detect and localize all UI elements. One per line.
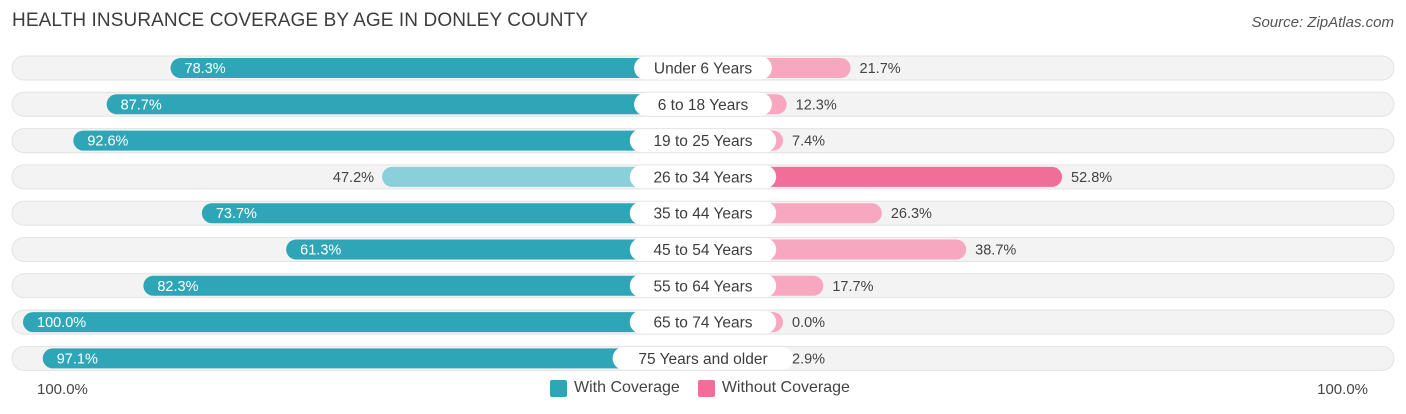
value-label-with-coverage: 82.3%	[157, 279, 198, 295]
value-label-without-coverage: 7.4%	[792, 134, 825, 150]
legend: With Coverage Without Coverage	[550, 379, 850, 397]
category-pill	[629, 201, 777, 225]
value-label-with-coverage: 100.0%	[37, 315, 86, 331]
bar-with-coverage[interactable]	[143, 275, 704, 296]
bar-with-coverage[interactable]	[170, 58, 703, 78]
category-pill	[629, 274, 777, 298]
legend-item-with-coverage[interactable]: With Coverage	[550, 379, 680, 397]
legend-label-with-coverage: With Coverage	[574, 379, 680, 396]
legend-label-without-coverage: Without Coverage	[721, 379, 850, 396]
category-label: 35 to 44 Years	[653, 206, 752, 223]
value-label-without-coverage: 21.7%	[860, 61, 901, 77]
bar-with-coverage[interactable]	[42, 348, 704, 369]
axis-left-label: 100.0%	[37, 381, 88, 398]
value-label-with-coverage: 92.6%	[87, 134, 128, 150]
value-label-without-coverage: 38.7%	[975, 243, 1016, 259]
legend-swatch-with-coverage	[550, 379, 567, 397]
category-label: 19 to 25 Years	[653, 133, 752, 150]
bar-with-coverage[interactable]	[201, 203, 703, 224]
category-pill	[612, 346, 794, 370]
value-label-without-coverage: 52.8%	[1071, 170, 1112, 186]
category-label: 26 to 34 Years	[653, 169, 752, 186]
category-pill	[629, 310, 777, 334]
category-label: 45 to 54 Years	[653, 242, 752, 259]
bar-with-coverage[interactable]	[106, 94, 703, 115]
value-label-without-coverage: 0.0%	[792, 315, 825, 331]
value-label-without-coverage: 17.7%	[832, 279, 873, 295]
bar-with-coverage[interactable]	[23, 312, 703, 333]
value-label-without-coverage: 26.3%	[891, 206, 932, 222]
category-pill	[629, 129, 777, 153]
category-label: 55 to 64 Years	[653, 278, 752, 295]
category-label: 6 to 18 Years	[658, 97, 749, 114]
bar-with-coverage[interactable]	[73, 130, 703, 151]
axis-right-label: 100.0%	[1317, 381, 1368, 398]
value-label-with-coverage: 97.1%	[57, 351, 98, 367]
source-label: Source: ZipAtlas.com	[1251, 14, 1394, 31]
category-label: 75 Years and older	[638, 351, 767, 368]
bar-with-coverage[interactable]	[286, 239, 703, 260]
category-pill	[634, 56, 772, 80]
category-pill	[634, 92, 772, 116]
category-pill	[629, 238, 777, 261]
value-label-without-coverage: 12.3%	[796, 97, 837, 113]
legend-swatch-without-coverage	[697, 379, 715, 397]
value-label-without-coverage: 2.9%	[792, 351, 825, 367]
category-label: 65 to 74 Years	[653, 315, 752, 332]
value-label-with-coverage: 47.2%	[333, 170, 374, 186]
value-label-with-coverage: 78.3%	[185, 61, 226, 77]
category-pill	[629, 165, 777, 189]
value-label-with-coverage: 73.7%	[216, 206, 257, 222]
value-label-with-coverage: 87.7%	[121, 97, 162, 113]
legend-item-without-coverage[interactable]: Without Coverage	[697, 379, 850, 397]
bar-with-coverage[interactable]	[382, 166, 703, 187]
value-label-with-coverage: 61.3%	[300, 243, 341, 259]
category-label: Under 6 Years	[654, 61, 752, 78]
chart-title: HEALTH INSURANCE COVERAGE BY AGE IN DONL…	[12, 10, 589, 31]
bar-without-coverage[interactable]	[703, 166, 1063, 187]
